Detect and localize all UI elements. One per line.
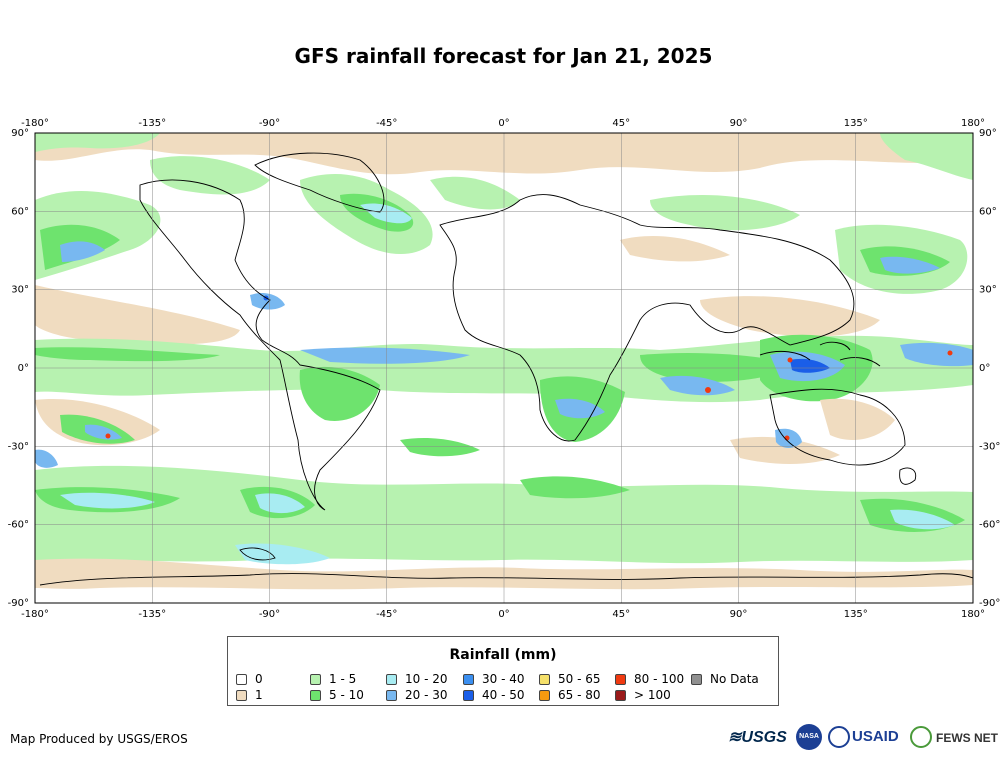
lon-label: -135° (138, 609, 166, 620)
legend-swatch (615, 690, 626, 701)
nasa-logo: NASA (796, 724, 822, 750)
legend-item: 30 - 40 (463, 672, 525, 686)
legend-label: 1 - 5 (329, 672, 357, 686)
lat-label: -90° (979, 598, 1000, 609)
legend-swatch (463, 690, 474, 701)
legend: Rainfall (mm) 0 1 1 - 5 5 - 10 10 - 20 2… (227, 636, 779, 706)
legend-label: 65 - 80 (558, 688, 601, 702)
legend-item: 50 - 65 (539, 672, 601, 686)
lon-label: -180° (21, 609, 49, 620)
lat-label: -30° (8, 441, 29, 452)
legend-label: 80 - 100 (634, 672, 685, 686)
legend-item: 1 - 5 (310, 672, 356, 686)
legend-label: 50 - 65 (558, 672, 601, 686)
legend-item: > 100 (615, 688, 671, 702)
usaid-seal-icon (828, 726, 850, 748)
legend-swatch (310, 690, 321, 701)
lat-labels-left: 90° 60° 30° 0° -30° -60° -90° (8, 128, 29, 609)
lat-label: 60° (11, 206, 29, 217)
agency-logos: ≋USGS NASA USAID FEWS NET (728, 724, 998, 754)
legend-label: 1 (255, 688, 263, 702)
rainfall-map: -180° -135° -90° -45° 0° 45° 90° 135° 18… (0, 110, 1007, 630)
lon-label: -135° (138, 118, 166, 129)
lon-label: 45° (612, 118, 630, 129)
usgs-logo: ≋USGS (728, 729, 787, 746)
legend-item: 5 - 10 (310, 688, 364, 702)
legend-swatch (539, 674, 550, 685)
legend-item: 0 (236, 672, 263, 686)
legend-swatch (691, 674, 702, 685)
legend-swatch (386, 690, 397, 701)
lat-label: -60° (979, 520, 1000, 531)
legend-swatch (236, 690, 247, 701)
lon-label: 90° (730, 609, 748, 620)
legend-swatch (236, 674, 247, 685)
lon-label: -90° (259, 118, 280, 129)
credit-text: Map Produced by USGS/EROS (10, 732, 188, 746)
coastlines (39, 152, 973, 586)
lat-label: -60° (8, 520, 29, 531)
lat-label: 90° (11, 128, 29, 139)
legend-swatch (386, 674, 397, 685)
lon-label: 0° (498, 118, 509, 129)
lon-label: 135° (844, 118, 868, 129)
lon-label: -180° (21, 118, 49, 129)
legend-swatch (310, 674, 321, 685)
legend-title: Rainfall (mm) (449, 647, 557, 663)
lat-label: -30° (979, 441, 1000, 452)
lat-label: 0° (979, 363, 990, 374)
legend-label: 0 (255, 672, 263, 686)
legend-label: 10 - 20 (405, 672, 448, 686)
graticule (35, 133, 973, 603)
lat-label: 0° (18, 363, 29, 374)
legend-swatch (539, 690, 550, 701)
lon-label: 180° (961, 118, 985, 129)
lon-label: -90° (259, 609, 280, 620)
lat-label: -90° (8, 598, 29, 609)
lat-label: 90° (979, 128, 997, 139)
lat-label: 60° (979, 206, 997, 217)
map-frame (34, 132, 974, 604)
lon-label: 180° (961, 609, 985, 620)
lat-label: 30° (11, 285, 29, 296)
legend-label: 40 - 50 (482, 688, 525, 702)
lat-labels-right: 90° 60° 30° 0° -30° -60° -90° (979, 128, 1000, 609)
legend-item: 1 (236, 688, 263, 702)
fewsnet-seal-icon (910, 726, 932, 748)
map-title: GFS rainfall forecast for Jan 21, 2025 (294, 44, 713, 68)
legend-item: 65 - 80 (539, 688, 601, 702)
legend-swatch (615, 674, 626, 685)
lat-label: 30° (979, 285, 997, 296)
legend-label: 30 - 40 (482, 672, 525, 686)
legend-label: 20 - 30 (405, 688, 448, 702)
legend-item: No Data (691, 672, 759, 686)
legend-label: 5 - 10 (329, 688, 364, 702)
legend-item: 10 - 20 (386, 672, 448, 686)
legend-swatch (463, 674, 474, 685)
lon-label: 90° (730, 118, 748, 129)
legend-item: 40 - 50 (463, 688, 525, 702)
fewsnet-logo: FEWS NET (936, 731, 998, 745)
legend-item: 80 - 100 (615, 672, 684, 686)
legend-item: 20 - 30 (386, 688, 448, 702)
lon-label: -45° (376, 609, 397, 620)
lon-labels-top: -180° -135° -90° -45° 0° 45° 90° 135° 18… (21, 118, 985, 129)
usaid-logo: USAID (852, 728, 899, 745)
legend-label: > 100 (634, 688, 671, 702)
lon-labels-bottom: -180° -135° -90° -45° 0° 45° 90° 135° 18… (21, 609, 985, 620)
lon-label: -45° (376, 118, 397, 129)
lon-label: 135° (844, 609, 868, 620)
lon-label: 45° (612, 609, 630, 620)
lon-label: 0° (498, 609, 509, 620)
legend-label: No Data (710, 672, 759, 686)
